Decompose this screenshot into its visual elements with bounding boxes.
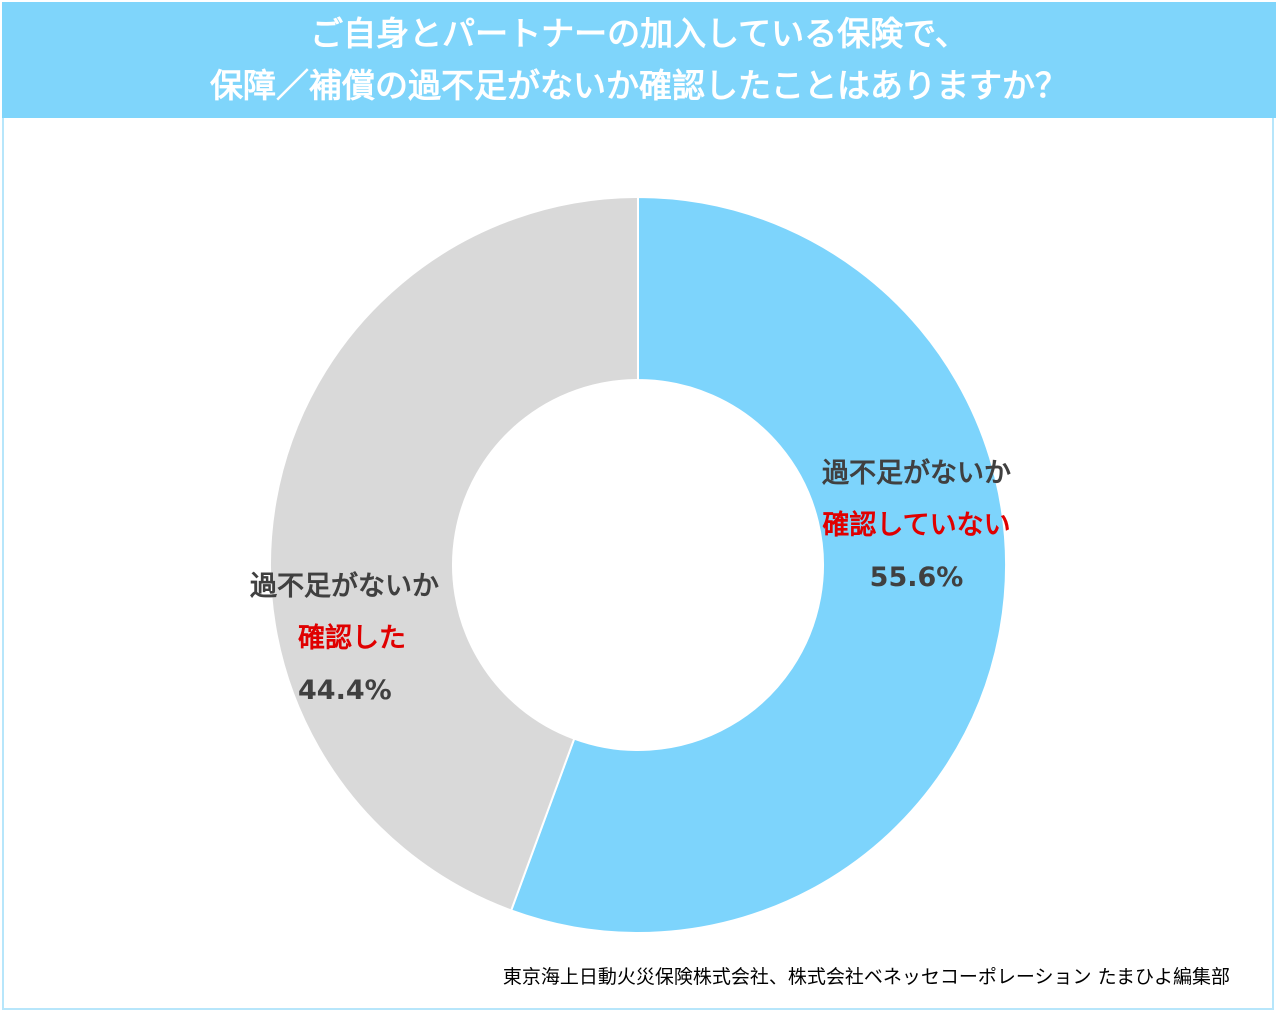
chart-frame <box>2 118 1274 1010</box>
slice-label-checked: 過不足がないか 確認した 44.4% <box>250 561 439 717</box>
slice-0-label-line2: 確認していない <box>822 510 1011 541</box>
slice-0-label-line1: 過不足がないか <box>822 458 1011 489</box>
slice-0-value-label: 55.6% <box>869 562 964 593</box>
title-line-1: ご自身とパートナーの加入している保険で、 <box>310 14 968 53</box>
donut-slice-0 <box>509 195 1007 934</box>
slice-1-label-line1: 過不足がないか <box>250 571 439 602</box>
donut-slice-1 <box>269 195 639 912</box>
source-note: 東京海上日動火災保険株式会社、株式会社ベネッセコーポレーション たまひよ編集部 <box>502 966 1230 988</box>
slice-label-not-checked: 過不足がないか 確認していない 55.6% <box>822 448 1011 604</box>
slice-1-label-line2: 確認した <box>298 623 406 654</box>
slice-1-value-label: 44.4% <box>298 675 392 706</box>
title-line-2: 保障／補償の過不足がないか確認したことはありますか？ <box>210 66 1068 105</box>
chart-title: ご自身とパートナーの加入している保険で、 保障／補償の過不足がないか確認したこと… <box>2 2 1276 118</box>
